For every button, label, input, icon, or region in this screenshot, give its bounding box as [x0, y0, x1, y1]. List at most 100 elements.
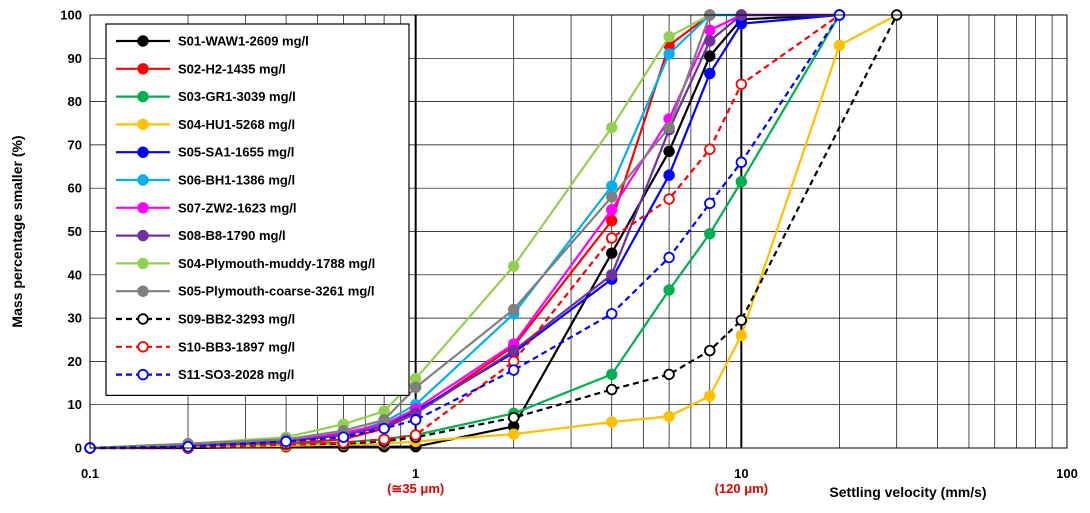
legend-marker: [137, 90, 149, 103]
data-point: [606, 180, 618, 192]
data-point: [704, 50, 716, 62]
series-line: [89, 14, 841, 450]
data-point: [508, 411, 520, 424]
data-point: [606, 383, 618, 396]
y-tick-label: 90: [68, 51, 82, 66]
data-point: [735, 314, 748, 326]
legend-label: S04-Plymouth-muddy-1788 mg/l: [178, 256, 375, 271]
data-point: [663, 410, 675, 423]
data-point: [337, 431, 350, 443]
legend-marker: [137, 313, 149, 325]
data-point: [704, 67, 716, 80]
legend-item: S03-GR1-3039 mg/l: [116, 89, 296, 104]
data-point: [182, 441, 194, 453]
legend-marker: [137, 202, 149, 214]
y-tick-label: 80: [68, 94, 82, 109]
legend-item: S09-BB2-3293 mg/l: [116, 312, 295, 327]
legend-box: [105, 23, 410, 396]
x-tick-label: 0.1: [81, 466, 99, 481]
x-axis-label: Settling velocity (mm/s): [829, 484, 986, 500]
data-point: [378, 422, 390, 435]
data-point: [735, 176, 748, 188]
plot-frame: [89, 14, 1068, 449]
legend: S01-WAW1-2609 mg/l S02-H2-1435 mg/l S03-GR…: [105, 23, 410, 396]
y-tick-label: 70: [68, 137, 82, 152]
data-point: [606, 214, 618, 227]
legend-label: S03-GR1-3039 mg/l: [178, 89, 296, 104]
data-point: [663, 193, 675, 205]
legend-label: S05-SA1-1655 mg/l: [178, 145, 294, 160]
legend-label: S06-BH1-1386 mg/l: [178, 173, 295, 188]
y-tick-label: 20: [68, 354, 82, 369]
data-point: [735, 78, 748, 90]
y-tick-label: 30: [68, 311, 82, 326]
legend-label: S04-HU1-5268 mg/l: [178, 117, 295, 132]
data-point: [378, 433, 390, 446]
legend-marker: [137, 118, 149, 131]
y-tick-label: 60: [68, 181, 82, 196]
axes: 0 10 20 30 40 50 60 70 80 90 100 0.1 1 10 100 (≅35 μm) (…: [9, 8, 1078, 501]
data-point: [663, 368, 675, 381]
data-point: [663, 48, 675, 60]
legend-marker: [137, 146, 149, 158]
legend-item: S11-SO3-2028 mg/l: [116, 367, 294, 382]
legend-item: S07-ZW2-1623 mg/l: [116, 200, 297, 215]
legend-label: S01-WAW1-2609 mg/l: [178, 34, 309, 49]
legend-marker: [137, 229, 149, 242]
series-line: [89, 14, 841, 450]
legend-item: S08-B8-1790 mg/l: [116, 228, 286, 243]
data-point: [663, 251, 675, 264]
legend-item: S06-BH1-1386 mg/l: [116, 173, 295, 188]
legend-marker: [137, 341, 149, 353]
y-tick-label: 0: [75, 441, 82, 456]
series-line: [90, 14, 898, 450]
data-point: [663, 30, 675, 43]
data-point: [606, 121, 618, 134]
x-tick-label: 10: [734, 466, 748, 481]
data-point: [704, 197, 716, 210]
data-point: [606, 247, 618, 259]
data-point: [508, 344, 520, 357]
data-point: [508, 364, 520, 376]
y-tick-label: 100: [60, 8, 82, 23]
data-point: [409, 414, 422, 426]
legend-label: S09-BB2-3293 mg/l: [178, 312, 295, 327]
data-point: [508, 428, 520, 440]
legend-marker: [137, 368, 149, 381]
series-line: [90, 14, 841, 450]
data-point: [663, 284, 675, 296]
legend-label: S05-Plymouth-coarse-3261 mg/l: [178, 284, 375, 299]
legend-label: S11-SO3-2028 mg/l: [178, 367, 294, 382]
data-point: [409, 429, 422, 441]
data-point: [663, 145, 675, 158]
data-point: [606, 368, 618, 381]
legend-label: S07-ZW2-1623 mg/l: [178, 200, 297, 215]
annotation-label: (120 μm): [715, 481, 768, 496]
data-point: [704, 227, 716, 240]
y-axis-label: Mass percentage smaller (%): [9, 135, 25, 327]
data-point: [735, 156, 748, 168]
data-point: [704, 35, 716, 47]
legend-label: S10-BB3-1897 mg/l: [178, 339, 295, 354]
legend-item: S04-HU1-5268 mg/l: [116, 117, 295, 132]
data-point: [606, 232, 618, 244]
series-group: [84, 9, 846, 454]
annotation-label: (≅35 μm): [387, 481, 444, 496]
data-point: [606, 308, 618, 320]
data-point: [704, 143, 716, 155]
legend-item: S05-SA1-1655 mg/l: [116, 145, 294, 160]
data-point: [663, 169, 675, 181]
legend-marker: [137, 285, 149, 297]
data-point: [508, 260, 520, 272]
data-point: [704, 344, 716, 357]
data-point: [663, 121, 675, 134]
legend-item: S04-Plymouth-muddy-1788 mg/l: [116, 256, 375, 271]
data-point: [606, 416, 618, 428]
legend-marker: [137, 174, 149, 186]
data-point: [735, 329, 748, 342]
data-point: [606, 204, 618, 216]
legend-label: S08-B8-1790 mg/l: [178, 228, 286, 243]
legend-marker: [137, 63, 149, 75]
data-point: [704, 390, 716, 402]
